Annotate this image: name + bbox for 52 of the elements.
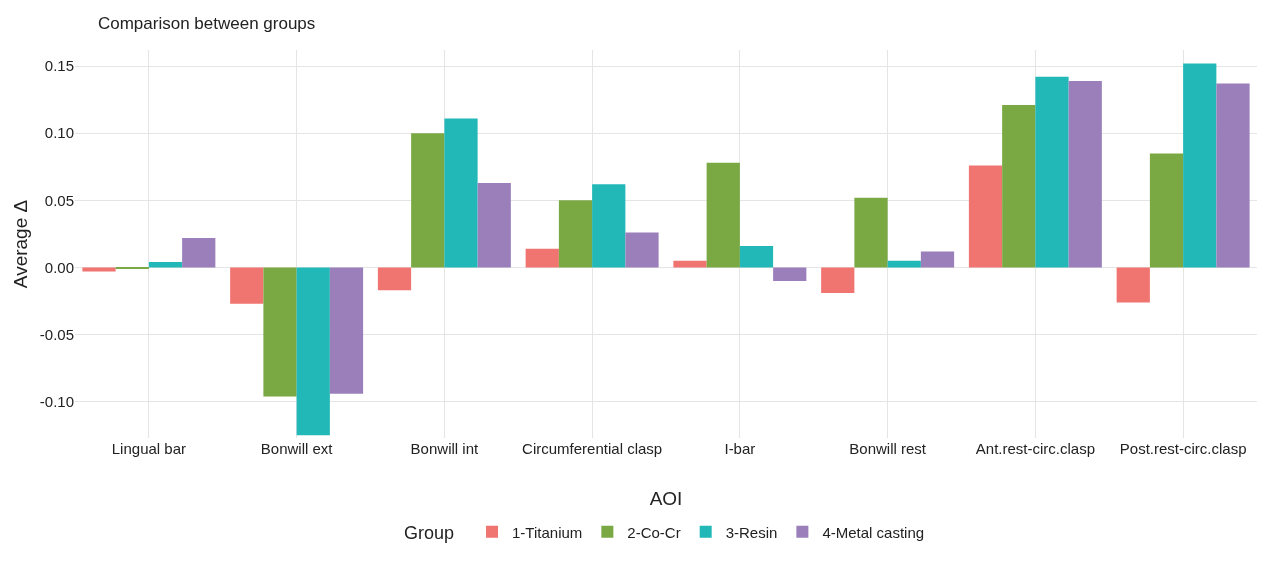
x-tick-label: Bonwill int bbox=[410, 440, 479, 457]
bar bbox=[263, 267, 297, 397]
bar bbox=[525, 248, 559, 268]
y-axis-title: Average Δ bbox=[10, 199, 31, 289]
x-tick-label: Bonwill rest bbox=[849, 440, 927, 457]
y-tick-label: 0.05 bbox=[44, 191, 74, 209]
y-tick-label: 0.15 bbox=[44, 57, 74, 75]
x-tick-label: Lingual bar bbox=[111, 440, 186, 457]
bar bbox=[377, 267, 412, 291]
legend-label: 2-Co-Cr bbox=[627, 523, 681, 541]
bar bbox=[739, 246, 774, 268]
x-tick-label: I-bar bbox=[724, 440, 756, 457]
y-tick-label: -0.05 bbox=[39, 325, 74, 343]
x-tick-label: Circumferential clasp bbox=[522, 440, 663, 457]
bar bbox=[1216, 83, 1250, 268]
x-axis-title: AOI bbox=[649, 488, 683, 509]
x-tick-label: Bonwill ext bbox=[260, 440, 334, 457]
legend-label: 4-Metal casting bbox=[822, 523, 925, 541]
bar bbox=[673, 260, 707, 268]
bar bbox=[592, 184, 626, 268]
chart-title: Comparison between groups bbox=[97, 13, 316, 33]
bar bbox=[1116, 267, 1150, 303]
bar bbox=[182, 237, 216, 268]
bar bbox=[82, 267, 116, 272]
bar bbox=[477, 182, 511, 268]
legend-label: 1-Titanium bbox=[512, 523, 583, 541]
bar bbox=[1183, 63, 1217, 268]
bar bbox=[148, 262, 183, 268]
bar bbox=[706, 162, 740, 268]
bar bbox=[1002, 105, 1036, 268]
bar bbox=[1035, 76, 1069, 268]
bar bbox=[1068, 80, 1102, 268]
bar bbox=[329, 267, 364, 394]
bar bbox=[1149, 153, 1184, 268]
bar bbox=[920, 251, 955, 268]
legend-label: 3-Resin bbox=[725, 523, 778, 541]
y-tick-label: 0.10 bbox=[44, 124, 74, 142]
bar bbox=[773, 267, 807, 281]
y-tick-label: -0.10 bbox=[39, 393, 74, 410]
legend-title: Group bbox=[404, 523, 465, 543]
bar bbox=[625, 232, 659, 268]
bar bbox=[444, 118, 478, 268]
bar bbox=[854, 197, 888, 268]
bar bbox=[558, 200, 593, 268]
x-tick-label: Ant.rest-circ.clasp bbox=[975, 440, 1095, 457]
bar bbox=[296, 267, 330, 436]
y-tick-label: 0.00 bbox=[44, 258, 74, 276]
bar bbox=[230, 267, 264, 304]
bar bbox=[968, 165, 1003, 268]
x-tick-label: Post.rest-circ.clasp bbox=[1119, 440, 1247, 457]
bar bbox=[411, 133, 445, 268]
bar bbox=[821, 267, 855, 293]
